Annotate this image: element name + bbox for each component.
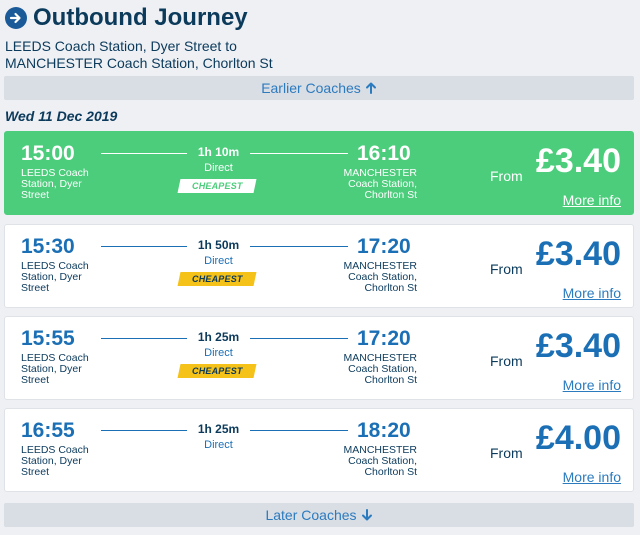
- cheapest-badge: CHEAPEST: [177, 179, 257, 193]
- arrival-station: MANCHESTER Coach Station, Chorlton St: [343, 444, 417, 478]
- journey-card[interactable]: 15:00 1h 10m Direct 16:10 LEEDS Coach Statio…: [4, 131, 634, 215]
- earlier-coaches-label: Earlier Coaches: [261, 80, 361, 96]
- more-info-link[interactable]: More info: [562, 192, 621, 208]
- journey-card[interactable]: 15:30 1h 50m Direct 17:20 LEEDS Coach Statio…: [4, 224, 634, 308]
- departure-time: 15:00: [21, 142, 75, 165]
- price-from-label: From: [490, 353, 523, 369]
- journey-duration: 1h 10m: [197, 145, 240, 159]
- route-line-1: LEEDS Coach Station, Dyer Street to: [5, 38, 237, 54]
- journey-duration: 1h 50m: [197, 238, 240, 252]
- arrival-station: MANCHESTER Coach Station, Chorlton St: [343, 352, 417, 386]
- fare-price: £3.40: [535, 142, 621, 180]
- departure-station: LEEDS Coach Station, Dyer Street: [21, 260, 89, 294]
- price-from-label: From: [490, 261, 523, 277]
- arrival-time: 16:10: [357, 142, 411, 165]
- cheapest-badge: CHEAPEST: [177, 364, 257, 378]
- route-line-right: [250, 153, 348, 154]
- route-line-left: [101, 246, 187, 247]
- journey-type: Direct: [204, 162, 233, 174]
- departure-station: LEEDS Coach Station, Dyer Street: [21, 167, 89, 201]
- arrival-time: 17:20: [357, 235, 411, 258]
- price-from-label: From: [490, 168, 523, 184]
- departure-time: 16:55: [21, 419, 75, 442]
- title-row: Outbound Journey: [5, 4, 248, 32]
- later-coaches-label: Later Coaches: [265, 507, 357, 523]
- departure-time: 15:55: [21, 327, 75, 350]
- arrow-down-icon: [361, 509, 372, 521]
- fare-price: £4.00: [535, 419, 621, 457]
- arrow-right-circle-icon: [5, 7, 27, 29]
- departure-time: 15:30: [21, 235, 75, 258]
- arrival-station: MANCHESTER Coach Station, Chorlton St: [343, 260, 417, 294]
- more-info-link[interactable]: More info: [562, 377, 621, 393]
- departure-station: LEEDS Coach Station, Dyer Street: [21, 352, 89, 386]
- route-line-left: [101, 153, 187, 154]
- arrival-time: 17:20: [357, 327, 411, 350]
- page-header: Outbound Journey LEEDS Coach Station, Dy…: [0, 0, 640, 76]
- price-from-label: From: [490, 445, 523, 461]
- page-title: Outbound Journey: [33, 4, 248, 31]
- travel-date: Wed 11 Dec 2019: [5, 108, 118, 124]
- route-line-2: MANCHESTER Coach Station, Chorlton St: [5, 55, 273, 71]
- cheapest-badge-label: CHEAPEST: [191, 181, 243, 191]
- route-line-right: [250, 430, 348, 431]
- route-line-left: [101, 338, 187, 339]
- more-info-link[interactable]: More info: [562, 285, 621, 301]
- arrival-time: 18:20: [357, 419, 411, 442]
- route-line-right: [250, 246, 348, 247]
- cheapest-badge-label: CHEAPEST: [191, 366, 243, 376]
- journey-type: Direct: [204, 347, 233, 359]
- journey-duration: 1h 25m: [197, 422, 240, 436]
- arrival-station: MANCHESTER Coach Station, Chorlton St: [343, 167, 417, 201]
- cheapest-badge: CHEAPEST: [177, 272, 257, 286]
- arrow-up-icon: [365, 82, 376, 94]
- fare-price: £3.40: [535, 235, 621, 273]
- more-info-link[interactable]: More info: [562, 469, 621, 485]
- route-line-right: [250, 338, 348, 339]
- route-line-left: [101, 430, 187, 431]
- journey-type: Direct: [204, 439, 233, 451]
- journey-card[interactable]: 16:55 1h 25m Direct 18:20 LEEDS Coach Statio…: [4, 408, 634, 492]
- journey-card[interactable]: 15:55 1h 25m Direct 17:20 LEEDS Coach Statio…: [4, 316, 634, 400]
- route-summary: LEEDS Coach Station, Dyer Street to MANC…: [5, 38, 273, 72]
- fare-price: £3.40: [535, 327, 621, 365]
- departure-station: LEEDS Coach Station, Dyer Street: [21, 444, 89, 478]
- earlier-coaches-button[interactable]: Earlier Coaches: [4, 76, 634, 100]
- cheapest-badge-label: CHEAPEST: [191, 274, 243, 284]
- later-coaches-button[interactable]: Later Coaches: [4, 503, 634, 527]
- journey-type: Direct: [204, 255, 233, 267]
- journey-duration: 1h 25m: [197, 330, 240, 344]
